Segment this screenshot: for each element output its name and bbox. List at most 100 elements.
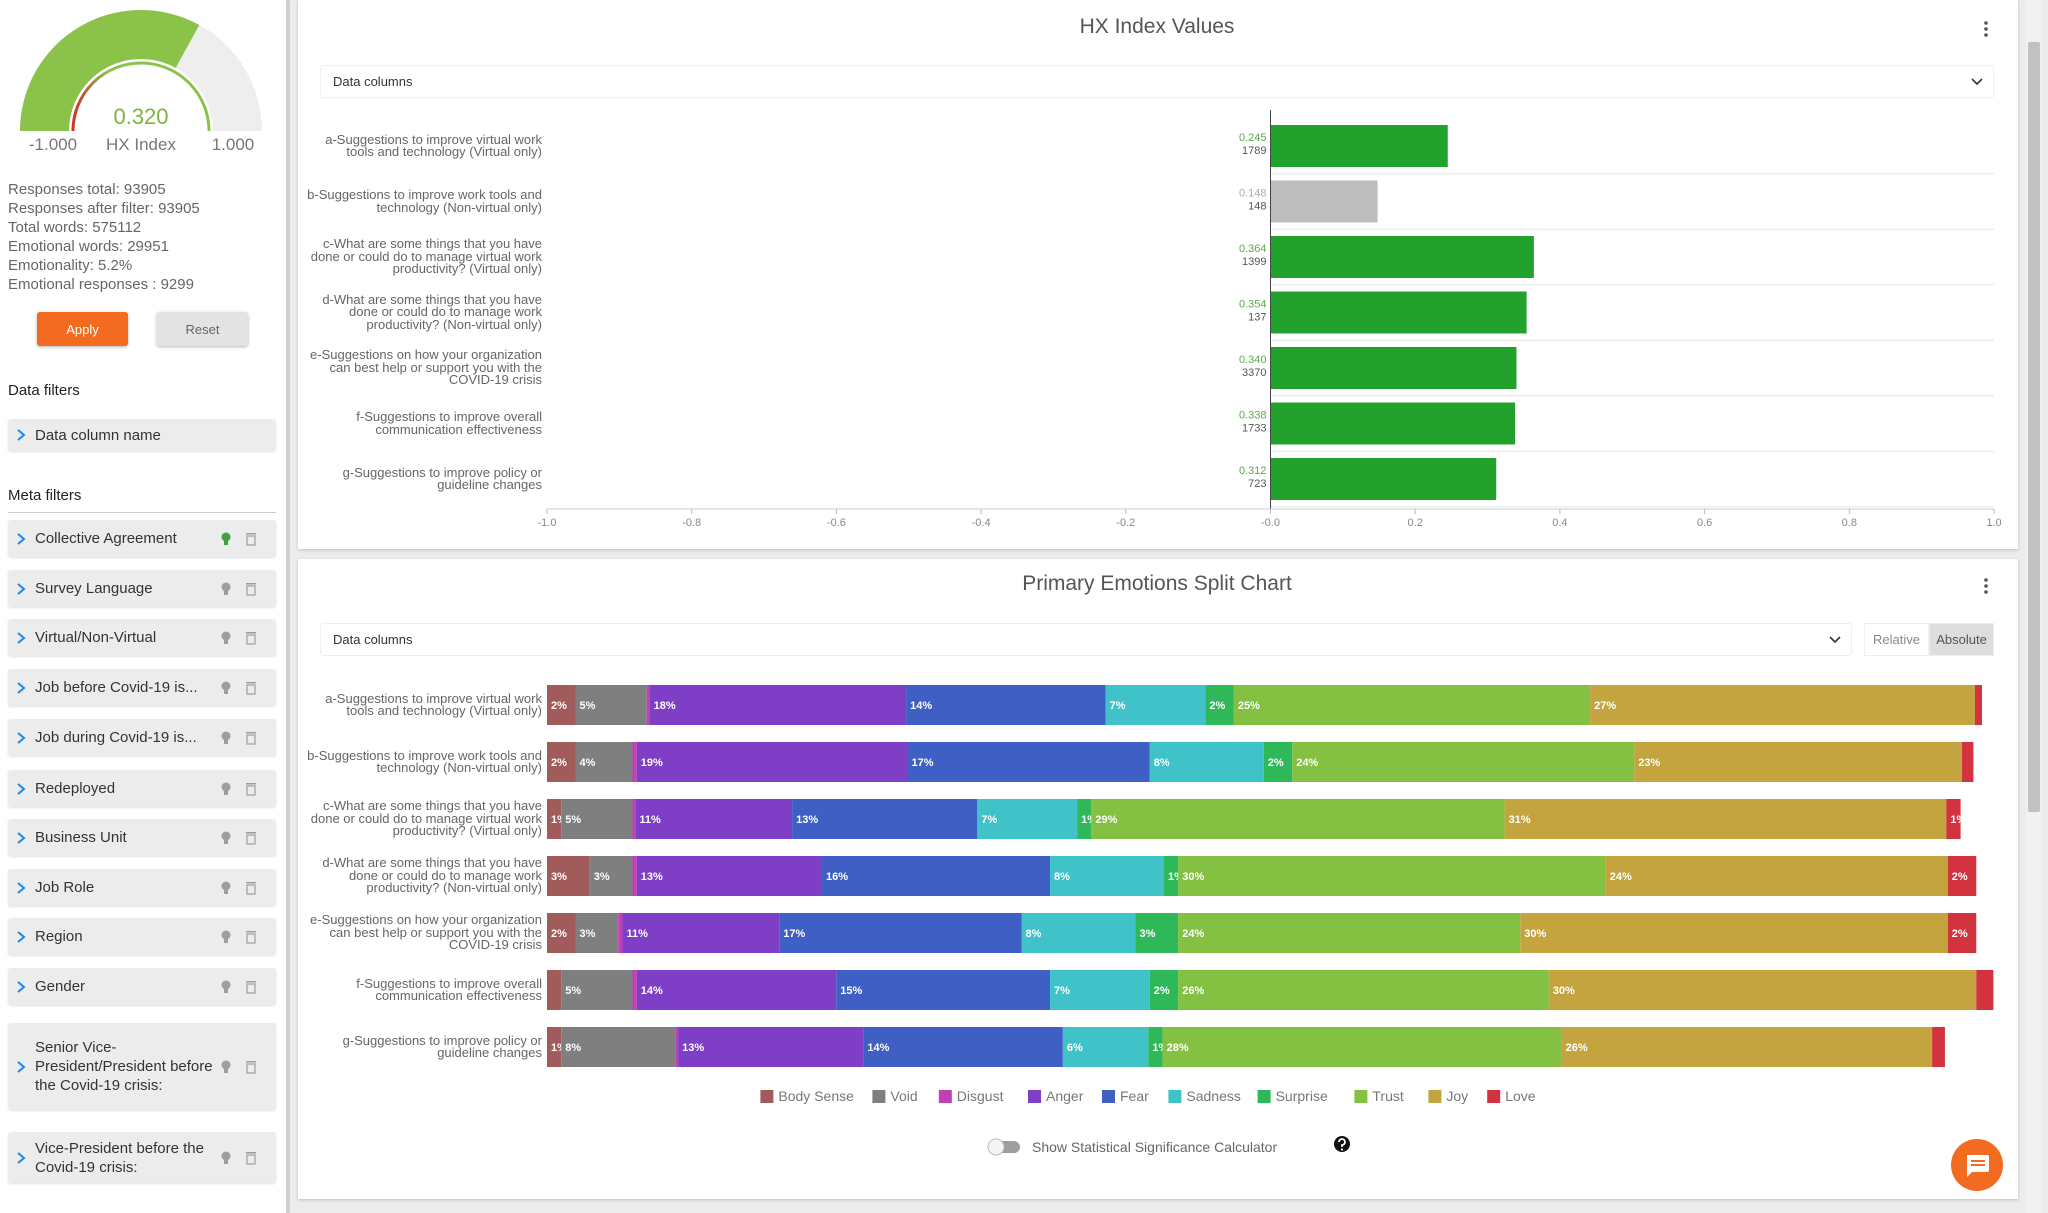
segment-label: 13% (796, 814, 818, 826)
bar-segment (1932, 1027, 1945, 1067)
filter-label: Vice-President before the Covid-19 crisi… (35, 1139, 204, 1176)
meta-filter[interactable]: Business Unit (8, 819, 276, 856)
mode-button[interactable]: Relative (1864, 623, 1929, 656)
bulb-icon[interactable] (221, 1151, 231, 1164)
trash-lid (246, 930, 256, 932)
bulb-icon[interactable] (221, 930, 231, 943)
category-label-box: a-Suggestions to improve virtual work to… (325, 131, 542, 159)
category-label: d-What are some things that you have don… (322, 291, 542, 332)
chevron-icon (17, 831, 26, 844)
legend-label: Void (890, 1088, 917, 1104)
category-label-box: g-Suggestions to improve policy or guide… (343, 466, 542, 492)
dropdown[interactable]: Data columns (320, 65, 1994, 98)
segment-label: 11% (639, 814, 661, 826)
trash-icon[interactable] (246, 1060, 256, 1074)
bulb-icon[interactable] (221, 782, 231, 795)
count-label: 1399 (1242, 256, 1266, 268)
trash-icon[interactable] (246, 980, 256, 994)
trash-icon[interactable] (246, 930, 256, 944)
chevron-icon (17, 429, 26, 441)
bulb-icon[interactable] (221, 532, 231, 545)
help-icon[interactable] (1334, 1136, 1350, 1152)
category-label: a-Suggestions to improve virtual work to… (325, 131, 542, 159)
apply-button[interactable]: Apply (37, 312, 128, 346)
meta-filter[interactable]: Redeployed (8, 770, 276, 807)
meta-filter[interactable]: Senior Vice-President/President before t… (8, 1023, 276, 1110)
legend-swatch (1102, 1090, 1115, 1103)
category-label-box: d-What are some things that you have don… (322, 291, 542, 332)
bulb-icon[interactable] (221, 980, 231, 993)
chevron (17, 881, 26, 894)
meta-filter[interactable]: Job before Covid-19 is... (8, 669, 276, 706)
dropdown[interactable]: Data columns (320, 623, 1852, 656)
bulb-icon[interactable] (221, 831, 231, 844)
scrollbar-thumb[interactable] (2028, 42, 2040, 812)
meta-filter[interactable]: Job during Covid-19 is... (8, 719, 276, 756)
meta-filter[interactable]: Collective Agreement (8, 520, 276, 557)
filter-icons (221, 881, 256, 895)
meta-filter[interactable]: Virtual/Non-Virtual (8, 619, 276, 656)
trash-icon[interactable] (246, 831, 256, 845)
gauge-value: 0.320 (113, 104, 168, 129)
bulb-icon[interactable] (221, 631, 231, 644)
trash-icon[interactable] (246, 681, 256, 695)
meta-filter[interactable]: Region (8, 918, 276, 955)
legend-label: Body Sense (778, 1088, 854, 1104)
bulb-icon[interactable] (221, 1060, 231, 1073)
category-label-box: d-What are some things that you have don… (322, 856, 542, 894)
bar-segment (547, 1027, 562, 1067)
stat-line: Emotional words: 29951 (8, 238, 169, 255)
category-label-box: f-Suggestions to improve overall communi… (356, 975, 542, 1003)
trash-icon[interactable] (246, 1151, 256, 1165)
value-label: 0.245 (1239, 132, 1267, 144)
bulb-base (224, 839, 228, 844)
meta-filter[interactable]: Gender (8, 968, 276, 1005)
menu-dot (1984, 590, 1988, 594)
meta-filter[interactable]: Vice-President before the Covid-19 crisi… (8, 1132, 276, 1183)
bulb-icon[interactable] (221, 582, 231, 595)
bar-segment (575, 685, 647, 725)
help-dot (1340, 1148, 1344, 1151)
toggle-knob (987, 1138, 1005, 1156)
trash-lid (246, 731, 256, 733)
meta-filter[interactable]: Survey Language (8, 570, 276, 607)
bulb-icon[interactable] (221, 681, 231, 694)
bar-segment (1178, 970, 1549, 1010)
bulb-icon[interactable] (221, 881, 231, 894)
bar (1270, 236, 1534, 278)
chevron-icon (17, 1151, 26, 1164)
trash-icon[interactable] (246, 532, 256, 546)
bulb (221, 782, 231, 791)
bulb (221, 930, 231, 939)
toggle[interactable] (987, 1138, 1020, 1156)
chat-button[interactable] (1950, 1138, 2004, 1192)
reset-button[interactable]: Reset (157, 312, 248, 346)
trash-icon[interactable] (246, 631, 256, 645)
bar-segment (1135, 913, 1179, 953)
bulb (221, 980, 231, 989)
bar-segment (1233, 685, 1591, 725)
trash-can (246, 633, 256, 645)
category-label: f-Suggestions to improve overall communi… (356, 975, 542, 1003)
meta-filter[interactable]: Job Role (8, 869, 276, 906)
bar-segment (632, 856, 637, 896)
bulb-icon[interactable] (221, 731, 231, 744)
trash-icon[interactable] (246, 782, 256, 796)
bar-segment (547, 970, 562, 1010)
bar-segment (636, 742, 908, 782)
chevron (17, 1060, 26, 1073)
segment-label: 3% (580, 928, 596, 940)
chevron (17, 681, 26, 694)
trash-icon[interactable] (246, 731, 256, 745)
bar-segment (906, 685, 1106, 725)
bar-segment (561, 799, 633, 839)
category-label: e-Suggestions on how your organization c… (310, 347, 542, 388)
mode-button[interactable]: Absolute (1929, 623, 1994, 656)
filter-icons (221, 731, 256, 745)
trash-icon[interactable] (246, 881, 256, 895)
data-filter[interactable]: Data column name (8, 419, 276, 451)
filter-icons (221, 782, 256, 796)
trash-icon[interactable] (246, 582, 256, 596)
bar-segment (1605, 856, 1948, 896)
